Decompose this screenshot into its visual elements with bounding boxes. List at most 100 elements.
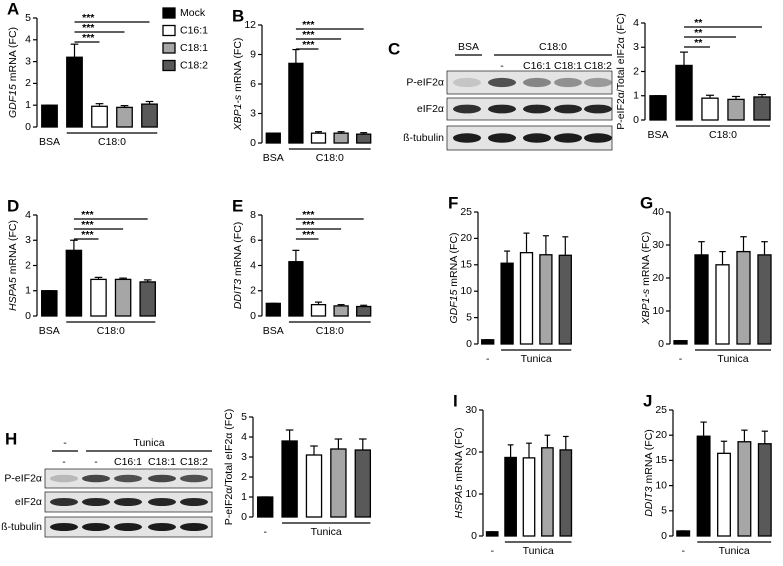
y-tick-label: 20 <box>460 232 472 244</box>
y-tick-label: 2 <box>25 259 31 271</box>
bar <box>694 254 709 345</box>
y-tick-label: 2 <box>633 65 639 77</box>
y-tick-label: 3 <box>25 55 31 67</box>
legend-label: Mock <box>180 7 206 19</box>
blot-band <box>488 133 516 143</box>
blot-band <box>82 498 110 506</box>
blot-band <box>523 77 551 88</box>
bar <box>41 290 58 317</box>
blot-row-label: eIF2α <box>417 103 444 115</box>
blot-row-label: P-eIF2α <box>4 472 42 484</box>
y-tick-label: 9 <box>250 48 256 60</box>
bar <box>676 530 691 537</box>
blot-band <box>148 523 176 531</box>
blot-band <box>488 104 516 114</box>
bar <box>539 254 553 345</box>
blot-band <box>82 474 110 483</box>
blot-header: - <box>63 437 67 449</box>
error-bar <box>337 131 345 134</box>
y-axis-label-gene: XBP1-s <box>640 288 652 325</box>
bar <box>757 443 772 537</box>
blot-row-label: ß-tubulin <box>1 521 42 533</box>
x-tick-label: - <box>679 353 683 365</box>
blot-band <box>554 133 582 143</box>
y-tick-label: 3 <box>241 451 247 463</box>
bar <box>485 531 499 537</box>
legend-swatch <box>162 42 176 54</box>
y-tick-label: 0 <box>25 310 31 322</box>
error-bar <box>143 279 152 282</box>
bar <box>717 452 731 537</box>
y-tick-label: 3 <box>250 107 256 119</box>
legend-label: C18:2 <box>180 59 208 71</box>
y-axis-label-text: mRNA (FC) <box>7 27 19 81</box>
panel-letter: D <box>7 196 19 215</box>
significance-label: *** <box>82 12 95 24</box>
y-tick-label: 5 <box>241 411 247 423</box>
bar <box>310 303 327 317</box>
bar <box>256 496 274 518</box>
y-tick-label: 30 <box>652 239 664 251</box>
x-tick-label: BSA <box>39 325 60 337</box>
group-label: C18:0 <box>97 325 125 337</box>
bar <box>265 302 281 317</box>
y-axis-label: P-eIF2α/Total eIF2α (FC) <box>615 13 627 130</box>
error-bar <box>562 435 569 450</box>
lane-label: - <box>94 456 98 468</box>
bar <box>696 435 711 537</box>
y-tick-label: 0 <box>466 338 472 350</box>
y-axis-label-text: mRNA (FC) <box>232 222 244 276</box>
y-axis-label: DDIT3 mRNA (FC) <box>643 429 655 517</box>
significance-label: ** <box>694 37 703 49</box>
y-tick-label: 20 <box>652 272 664 284</box>
bar <box>519 252 534 345</box>
y-tick-label: 10 <box>652 305 664 317</box>
y-tick-label: 0 <box>633 114 639 126</box>
bar <box>701 97 719 121</box>
x-tick-label: - <box>486 353 490 365</box>
error-bar <box>740 236 747 252</box>
group-label: Tunica <box>521 353 552 365</box>
bar <box>649 95 667 121</box>
error-bar <box>757 93 767 97</box>
error-bar <box>562 236 569 256</box>
group-label: Tunica <box>717 353 748 365</box>
error-bar <box>761 430 768 444</box>
bar <box>736 250 751 345</box>
y-tick-label: 40 <box>652 206 664 218</box>
legend-label: C16:1 <box>180 24 208 36</box>
error-bar <box>337 304 345 306</box>
y-tick-label: 25 <box>655 404 667 416</box>
y-tick-label: 10 <box>460 285 472 297</box>
bar <box>141 103 158 128</box>
panel-letter: J <box>643 391 652 410</box>
error-bar <box>679 51 689 66</box>
y-axis-label-text: mRNA (FC) <box>640 232 652 286</box>
bar <box>114 278 132 317</box>
blot-band <box>584 133 612 143</box>
y-tick-label: 25 <box>460 206 472 218</box>
group-label: Tunica <box>311 526 342 538</box>
blot-row-label: P-eIF2α <box>406 76 444 88</box>
y-tick-label: 0 <box>250 137 256 149</box>
error-bar <box>360 304 368 307</box>
error-bar <box>761 241 768 255</box>
group-label: C18:0 <box>316 325 344 337</box>
bar <box>139 281 156 317</box>
group-label: C18:0 <box>316 152 344 164</box>
blot-band <box>180 474 208 483</box>
error-bar <box>731 95 741 100</box>
y-axis-label-gene: HSPA5 <box>7 277 19 311</box>
y-tick-label: 4 <box>250 259 256 271</box>
error-bar <box>700 421 707 437</box>
y-axis-label: HSPA5 mRNA (FC) <box>453 428 465 519</box>
error-bar <box>720 440 728 454</box>
blot-band <box>523 104 551 114</box>
error-bar <box>285 429 294 441</box>
significance-label: *** <box>302 29 315 41</box>
blot-band <box>180 523 208 531</box>
y-axis-label-gene: GDF15 <box>448 290 460 324</box>
significance-label: *** <box>302 39 315 51</box>
blot-band <box>50 474 78 483</box>
blot-band <box>114 474 142 483</box>
